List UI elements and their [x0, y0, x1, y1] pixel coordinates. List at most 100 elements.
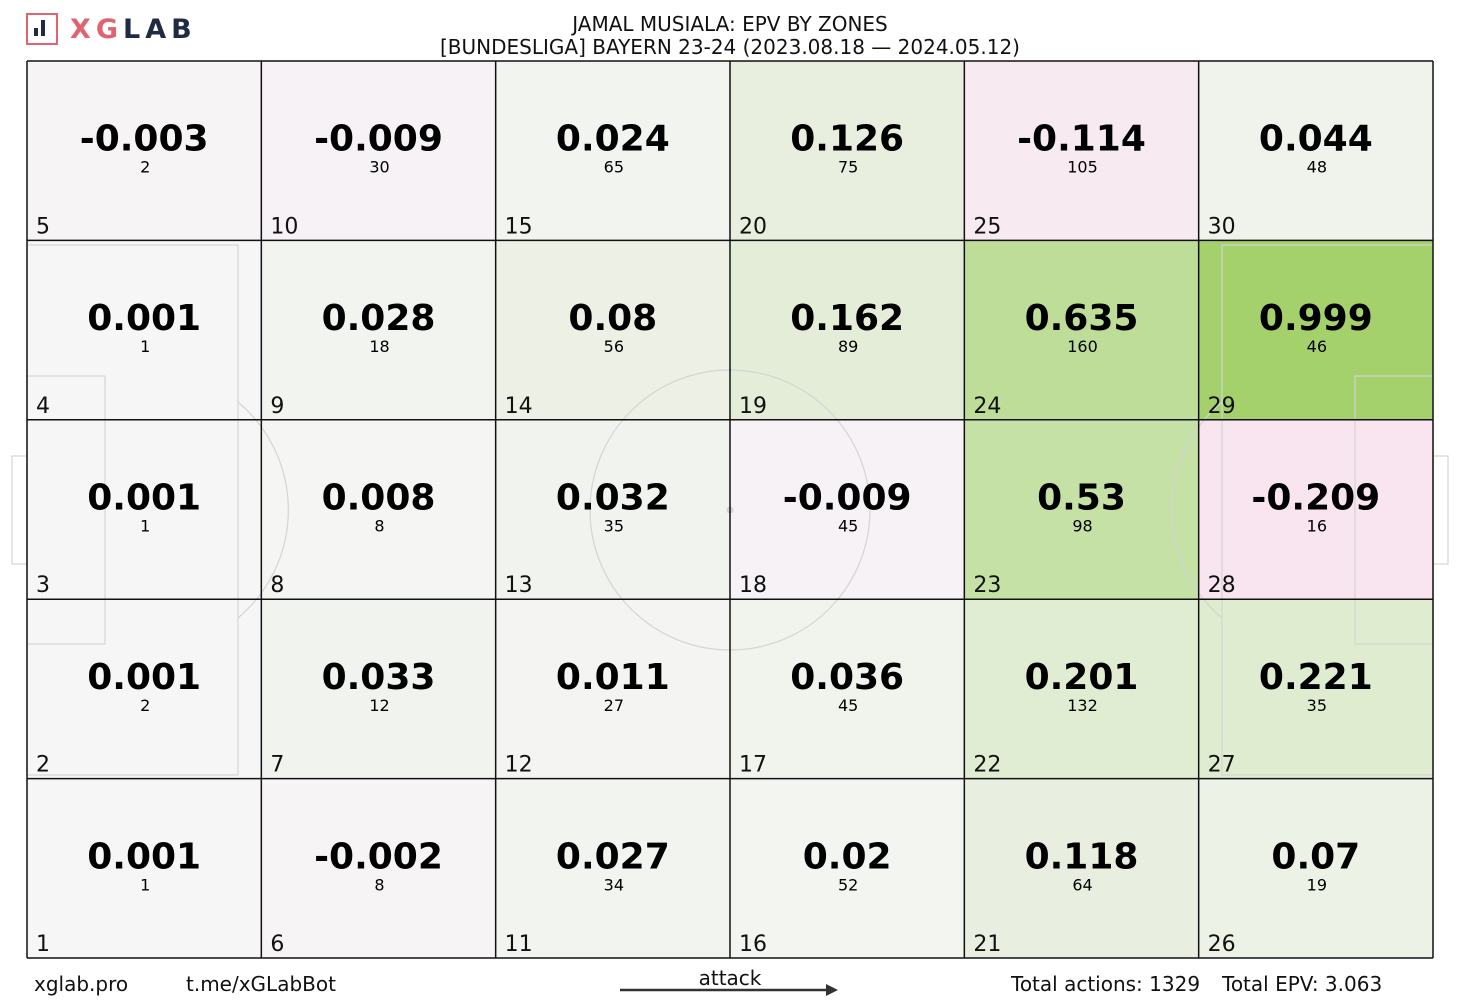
zone-action-count: 27	[604, 696, 624, 715]
zone-cell-22	[964, 599, 1199, 779]
zone-action-count: 98	[1072, 517, 1092, 536]
logo-text-lab: LAB	[122, 13, 197, 45]
zone-cells	[27, 61, 1433, 958]
zone-epv-value: 0.044	[1259, 119, 1373, 160]
zone-action-count: 1	[140, 875, 150, 894]
zone-cell-24	[964, 240, 1199, 420]
zone-epv-value: 0.001	[87, 836, 201, 877]
zone-cell-12	[495, 599, 730, 779]
zone-action-count: 160	[1067, 337, 1098, 356]
zone-epv-value: 0.08	[568, 298, 657, 339]
zone-epv-value: 0.001	[87, 657, 201, 698]
chart-title: JAMAL MUSIALA: EPV BY ZONES	[572, 12, 888, 36]
footer-bot-link[interactable]: t.me/xGLabBot	[186, 972, 336, 996]
zone-number: 12	[505, 753, 533, 778]
zone-action-count: 18	[369, 337, 389, 356]
zone-number: 29	[1208, 394, 1236, 419]
zone-grid	[26, 60, 1434, 959]
zone-action-count: 16	[1307, 517, 1327, 536]
xglab-logo: XGLAB	[26, 11, 197, 47]
zone-epv-value: 0.001	[87, 298, 201, 339]
zone-cell-16	[730, 778, 965, 958]
zone-epv-value: 0.036	[790, 657, 904, 698]
zone-epv-value: 0.027	[556, 836, 670, 877]
zone-number: 30	[1208, 214, 1236, 239]
attack-arrow	[620, 984, 838, 996]
zone-number: 13	[505, 573, 533, 598]
zone-cell-3	[27, 419, 262, 600]
footer-site[interactable]: xglab.pro	[34, 972, 129, 996]
zone-action-count: 45	[838, 517, 858, 536]
zone-epv-value: 0.201	[1025, 657, 1139, 698]
zone-epv-value: 0.126	[790, 119, 904, 160]
zone-cell-13	[495, 419, 730, 600]
zone-cell-14	[495, 240, 730, 420]
zone-epv-value: 0.008	[322, 478, 436, 519]
zone-epv-value: 0.53	[1037, 478, 1126, 519]
zone-action-count: 1	[140, 517, 150, 536]
attack-direction-label: attack	[698, 966, 762, 990]
zone-action-count: 64	[1072, 875, 1092, 894]
zone-action-count: 105	[1067, 158, 1098, 177]
zone-cell-8	[261, 419, 496, 600]
zone-epv-value: 0.033	[322, 657, 436, 698]
zone-number: 23	[973, 573, 1001, 598]
zone-epv-value: -0.114	[1017, 119, 1146, 160]
zone-action-count: 45	[838, 696, 858, 715]
zone-epv-value: 0.011	[556, 657, 670, 698]
zone-action-count: 12	[369, 696, 389, 715]
zone-action-count: 56	[604, 337, 624, 356]
zone-number: 26	[1208, 932, 1236, 957]
zone-number: 21	[973, 932, 1001, 957]
zone-action-count: 8	[374, 517, 384, 536]
zone-cell-2	[27, 599, 262, 779]
zone-number: 10	[270, 214, 298, 239]
zone-epv-value: 0.07	[1271, 836, 1360, 877]
zone-epv-value: -0.003	[80, 119, 209, 160]
total-epv: Total EPV: 3.063	[1222, 972, 1383, 996]
total-actions: Total actions: 1329	[1011, 972, 1201, 996]
zone-number: 18	[739, 573, 767, 598]
zone-epv-value: -0.002	[314, 836, 443, 877]
zone-action-count: 52	[838, 875, 858, 894]
zone-number: 20	[739, 214, 767, 239]
zone-cell-30	[1198, 61, 1433, 241]
zone-cell-6	[261, 778, 496, 958]
zone-action-count: 48	[1307, 158, 1327, 177]
zone-cell-18	[730, 419, 965, 600]
left-goal	[11, 455, 28, 565]
zone-number: 19	[739, 394, 767, 419]
zone-number: 6	[270, 932, 284, 957]
zone-number: 28	[1208, 573, 1236, 598]
zone-action-count: 35	[604, 517, 624, 536]
zone-number: 5	[36, 214, 50, 239]
zone-action-count: 30	[369, 158, 389, 177]
zone-epv-value: 0.162	[790, 298, 904, 339]
zone-cell-9	[261, 240, 496, 420]
zone-epv-value: 0.024	[556, 119, 670, 160]
zone-action-count: 89	[838, 337, 858, 356]
zone-action-count: 19	[1307, 875, 1327, 894]
zone-action-count: 132	[1067, 696, 1098, 715]
zone-epv-value: 0.221	[1259, 657, 1373, 698]
zone-number: 14	[505, 394, 533, 419]
zone-number: 15	[505, 214, 533, 239]
zone-epv-value: -0.209	[1251, 478, 1380, 519]
zone-number: 25	[973, 214, 1001, 239]
right-goal	[1432, 455, 1449, 565]
zone-number: 17	[739, 753, 767, 778]
zone-action-count: 1	[140, 337, 150, 356]
zone-cell-15	[495, 61, 730, 241]
zone-labels: 0.001110.001220.001130.00114-0.00325-0.0…	[36, 119, 1380, 957]
zone-number: 1	[36, 932, 50, 957]
bar-chart-icon	[26, 13, 58, 45]
zone-number: 11	[505, 932, 533, 957]
zone-number: 4	[36, 394, 50, 419]
zone-cell-4	[27, 240, 262, 420]
zone-epv-value: 0.02	[803, 836, 892, 877]
zone-number: 3	[36, 573, 50, 598]
zone-action-count: 2	[140, 158, 150, 177]
zone-number: 16	[739, 932, 767, 957]
zone-action-count: 35	[1307, 696, 1327, 715]
zone-action-count: 46	[1307, 337, 1327, 356]
